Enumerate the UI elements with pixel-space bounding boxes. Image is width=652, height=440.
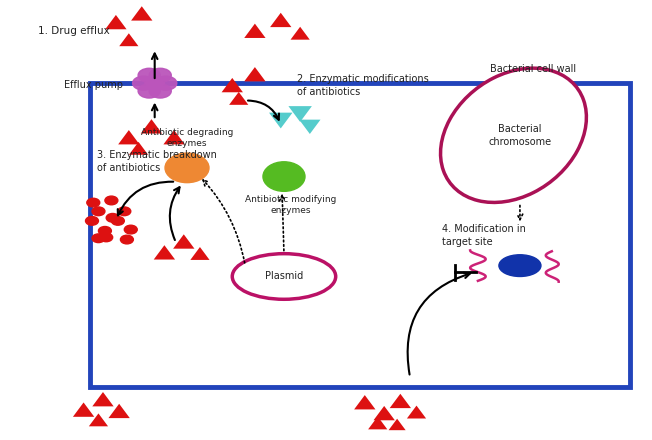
Circle shape [106, 213, 119, 222]
Text: Antibiotic degrading
enzymes: Antibiotic degrading enzymes [141, 128, 233, 148]
Text: 4. Modification in
target site: 4. Modification in target site [442, 224, 526, 247]
Ellipse shape [441, 68, 586, 202]
Ellipse shape [138, 84, 160, 98]
Text: Bacterial
chromosome: Bacterial chromosome [488, 124, 552, 147]
Polygon shape [222, 78, 243, 92]
Circle shape [92, 207, 105, 216]
Polygon shape [118, 130, 140, 144]
Polygon shape [291, 27, 310, 40]
Polygon shape [164, 130, 185, 144]
Polygon shape [73, 403, 95, 417]
Polygon shape [354, 395, 376, 409]
Polygon shape [244, 67, 265, 81]
Text: 3. Enzymatic breakdown
of antibiotics: 3. Enzymatic breakdown of antibiotics [96, 150, 216, 173]
Circle shape [100, 233, 113, 242]
Polygon shape [93, 392, 113, 407]
Ellipse shape [232, 254, 336, 299]
Polygon shape [407, 406, 426, 418]
Polygon shape [173, 235, 194, 249]
FancyBboxPatch shape [90, 83, 630, 387]
Polygon shape [89, 414, 108, 426]
Polygon shape [269, 113, 293, 128]
Polygon shape [288, 106, 312, 122]
Ellipse shape [499, 255, 541, 276]
Polygon shape [154, 245, 175, 260]
Text: 1. Drug efflux: 1. Drug efflux [38, 26, 110, 36]
Ellipse shape [263, 162, 305, 191]
Text: Plasmid: Plasmid [265, 271, 303, 282]
Ellipse shape [155, 76, 177, 90]
Polygon shape [190, 247, 209, 260]
Polygon shape [119, 33, 138, 46]
Circle shape [98, 227, 111, 235]
Text: 2. Enzymatic modifications
of antibiotics: 2. Enzymatic modifications of antibiotic… [297, 74, 428, 97]
Polygon shape [129, 142, 148, 155]
Text: Antibiotic modifying
enzymes: Antibiotic modifying enzymes [244, 195, 336, 215]
Ellipse shape [149, 68, 171, 82]
Text: Efflux pump: Efflux pump [64, 81, 123, 90]
Polygon shape [131, 6, 153, 21]
Circle shape [125, 225, 137, 234]
Text: Bacterial cell wall: Bacterial cell wall [490, 65, 576, 74]
Polygon shape [374, 406, 395, 420]
Polygon shape [368, 416, 387, 429]
Polygon shape [299, 120, 321, 134]
Polygon shape [244, 24, 265, 38]
Circle shape [111, 216, 125, 225]
Ellipse shape [149, 84, 171, 98]
Circle shape [85, 216, 98, 225]
Circle shape [105, 196, 118, 205]
Polygon shape [389, 419, 406, 430]
Circle shape [92, 234, 105, 242]
Ellipse shape [145, 77, 164, 90]
Polygon shape [229, 92, 248, 105]
Polygon shape [270, 13, 291, 27]
Polygon shape [105, 15, 126, 29]
Ellipse shape [138, 68, 160, 82]
Ellipse shape [165, 153, 209, 183]
Ellipse shape [132, 76, 155, 90]
Circle shape [118, 207, 131, 216]
Circle shape [121, 235, 134, 244]
Polygon shape [108, 404, 130, 418]
Polygon shape [141, 119, 162, 134]
Polygon shape [390, 394, 411, 408]
Circle shape [87, 198, 100, 207]
